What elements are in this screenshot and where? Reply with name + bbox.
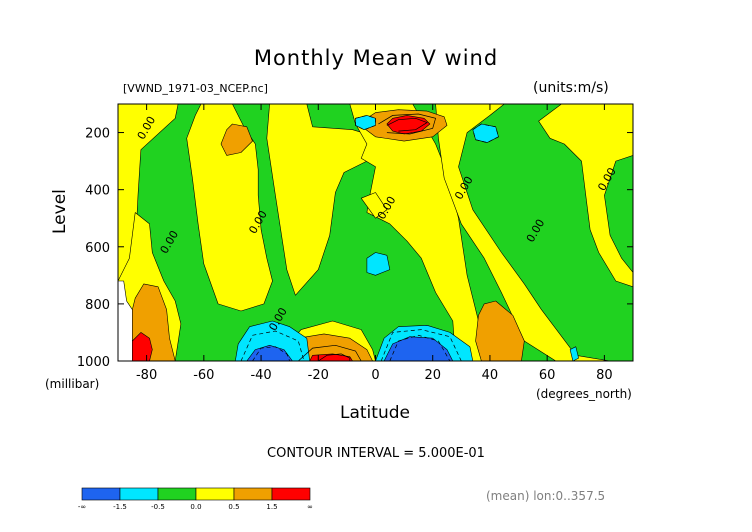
negative-contour-line xyxy=(472,123,499,143)
y-tick-label: 600 xyxy=(85,241,110,256)
file-label: [VWND_1971-03_NCEP.nc] xyxy=(123,82,268,95)
y-tick-label: 200 xyxy=(85,127,110,142)
contour-region xyxy=(220,123,253,156)
contour-region xyxy=(569,346,579,361)
x-tick-label: 60 xyxy=(539,368,556,383)
contour-region xyxy=(435,104,611,361)
x-axis-label: Latitude xyxy=(340,403,410,423)
colorbar-label: ∞ xyxy=(307,503,313,511)
y-axis-unit: (millibar) xyxy=(45,377,100,391)
contour-region xyxy=(366,252,391,276)
colorbar-swatch xyxy=(195,487,235,501)
x-tick-label: -60 xyxy=(193,368,214,383)
x-axis-unit: (degrees_north) xyxy=(536,387,632,401)
colorbar: -∞ -1.5 -0.5 0.0 0.5 1.5 ∞ xyxy=(78,487,313,511)
contour-region xyxy=(475,300,525,361)
mean-note: (mean) lon:0..357.5 xyxy=(486,489,606,503)
colorbar-swatch xyxy=(233,487,273,501)
colorbar-label: -1.5 xyxy=(113,503,127,511)
colorbar-swatch xyxy=(119,487,159,501)
positive-contour-line xyxy=(386,117,428,132)
negative-contour-line xyxy=(389,334,451,361)
contour-region xyxy=(118,280,133,361)
colorbar-swatch xyxy=(81,487,121,501)
negative-contour-line xyxy=(380,329,462,361)
negative-contour-line xyxy=(355,115,376,131)
x-tick-label: 80 xyxy=(596,368,613,383)
colorbar-label: 1.5 xyxy=(266,503,277,511)
colorbar-label: 0.0 xyxy=(190,503,201,511)
contour-region xyxy=(266,104,382,296)
units-label: (units:m/s) xyxy=(533,80,609,96)
axes: -80 -60 -40 -20 0 20 40 60 80 200 400 600 800 1000 xyxy=(77,104,633,383)
contour-region xyxy=(360,192,388,219)
contour-lines xyxy=(240,113,499,361)
y-tick-label: 400 xyxy=(85,184,110,199)
contour-region xyxy=(186,104,273,312)
negative-contour-line xyxy=(252,346,291,361)
x-tick-label: -20 xyxy=(308,368,329,383)
positive-contour-line xyxy=(318,353,351,361)
x-tick-label: 0 xyxy=(371,368,379,383)
chart-title: Monthly Mean V wind xyxy=(253,46,499,70)
colorbar-label: -∞ xyxy=(78,503,86,511)
colorbar-label: -0.5 xyxy=(151,503,165,511)
y-tick-label: 800 xyxy=(85,298,110,313)
negative-contour-line xyxy=(240,330,305,361)
x-tick-label: -40 xyxy=(250,368,271,383)
contour-region xyxy=(129,332,153,361)
contour-region xyxy=(538,104,633,288)
x-tick-label: 20 xyxy=(424,368,441,383)
y-tick-label: 1000 xyxy=(77,355,110,370)
x-tick-label: -80 xyxy=(136,368,157,383)
contour-interval-text: CONTOUR INTERVAL = 5.000E-01 xyxy=(267,446,485,461)
positive-contour-line xyxy=(378,113,437,135)
contour-region xyxy=(383,336,454,361)
x-tick-label: 40 xyxy=(482,368,499,383)
colorbar-swatch xyxy=(157,487,197,501)
filled-contours xyxy=(118,104,633,361)
colorbar-swatch xyxy=(271,487,311,501)
colorbar-label: 0.5 xyxy=(228,503,239,511)
positive-contour-line xyxy=(298,344,362,361)
